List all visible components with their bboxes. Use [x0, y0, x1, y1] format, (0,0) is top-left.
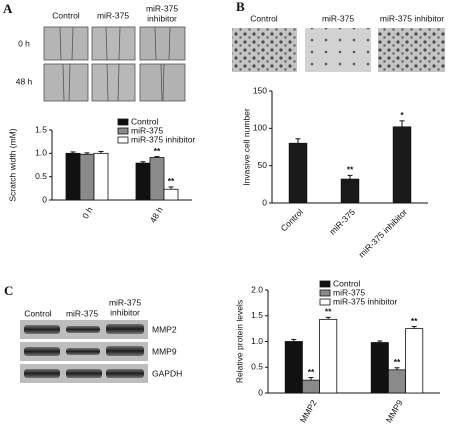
- blot-band-label: GAPDH: [152, 368, 182, 378]
- legend-label: miR-375: [131, 125, 163, 135]
- bar: [319, 318, 338, 394]
- image-column-label: miR-375: [146, 3, 178, 13]
- significance-mark: **: [394, 357, 401, 367]
- significance-mark: *: [400, 110, 404, 120]
- invasion-images: [232, 28, 445, 72]
- bar: [301, 379, 320, 394]
- image-row-label: 48 h: [16, 76, 33, 86]
- image-column-label: Control: [250, 13, 278, 23]
- y-tick-label: 1.0: [35, 148, 47, 158]
- y-tick-label: 1.5: [35, 124, 47, 134]
- blot-image: [20, 320, 148, 383]
- bar: [387, 369, 406, 394]
- image-column-label: miR-375: [97, 10, 129, 20]
- image-row-label: 0 h: [18, 38, 30, 48]
- image-column-label: inhibitor: [147, 13, 177, 23]
- y-tick-label: 0: [42, 194, 47, 204]
- legend-swatch: [319, 289, 331, 297]
- blot-column-label: miR-375: [109, 297, 141, 307]
- image-column-label: Control: [52, 10, 80, 20]
- image-column-label: miR-375 inhibitor: [380, 13, 444, 23]
- legend-label: miR-375: [333, 287, 365, 297]
- significance-mark: **: [325, 307, 332, 317]
- x-tick-label: MMP9: [384, 398, 405, 425]
- panel-label: A: [3, 1, 13, 16]
- legend-label: Control: [131, 116, 159, 126]
- bar: [65, 152, 81, 201]
- y-axis-label: Relative protein levels: [234, 300, 244, 383]
- bar: [288, 142, 308, 204]
- y-axis-label: Invasive cell number: [241, 108, 251, 186]
- y-tick-label: 100: [253, 123, 267, 133]
- legend-label: Control: [333, 278, 361, 288]
- x-tick-label: 48 h: [148, 205, 165, 225]
- y-tick-label: 0: [262, 197, 267, 207]
- bar: [392, 126, 412, 204]
- legend-label: miR-375 inhibitor: [333, 296, 397, 306]
- blot-band-label: MMP2: [152, 324, 177, 334]
- legend-label: miR-375 inhibitor: [131, 134, 195, 144]
- bar: [79, 153, 95, 201]
- y-tick-label: 0.5: [35, 171, 47, 181]
- blot-band-label: MMP9: [152, 346, 177, 356]
- x-tick-label: miR-375: [327, 207, 357, 237]
- y-tick-label: 50: [258, 160, 268, 170]
- significance-mark: **: [168, 176, 175, 186]
- legend-swatch: [319, 298, 331, 306]
- bar: [163, 188, 179, 201]
- x-tick-label: 0 h: [80, 205, 95, 220]
- bar: [370, 342, 389, 394]
- legend-swatch: [117, 136, 129, 144]
- significance-mark: **: [347, 165, 354, 175]
- bar: [284, 341, 303, 394]
- y-tick-label: 1.5: [251, 310, 263, 320]
- blot-column-label: miR-375: [66, 308, 98, 318]
- legend-swatch: [117, 118, 129, 126]
- panel-label: C: [4, 283, 13, 298]
- y-tick-label: 150: [253, 85, 267, 95]
- blot-column-label: Control: [24, 308, 52, 318]
- bar: [149, 157, 165, 201]
- blot-column-label: inhibitor: [110, 307, 140, 317]
- legend-swatch: [319, 280, 331, 288]
- y-axis-label: Scratch width (mM): [7, 128, 17, 201]
- bar: [93, 152, 109, 201]
- bar: [340, 178, 360, 204]
- y-tick-label: 1.0: [251, 336, 263, 346]
- significance-mark: **: [308, 367, 315, 377]
- image-column-label: miR-375: [322, 13, 354, 23]
- legend-swatch: [117, 127, 129, 135]
- significance-mark: **: [154, 146, 161, 156]
- x-tick-label: Control: [279, 207, 306, 234]
- y-tick-label: 2.0: [251, 284, 263, 294]
- y-tick-label: 0.5: [251, 362, 263, 372]
- x-tick-label: MMP2: [298, 398, 319, 425]
- bar: [405, 328, 424, 394]
- scratch-images: [43, 26, 186, 102]
- significance-mark: **: [411, 316, 418, 326]
- bar: [135, 162, 151, 201]
- x-tick-label: miR-375 inhibitor: [357, 207, 410, 260]
- y-tick-label: 0: [258, 387, 263, 397]
- panel-label: B: [236, 0, 245, 14]
